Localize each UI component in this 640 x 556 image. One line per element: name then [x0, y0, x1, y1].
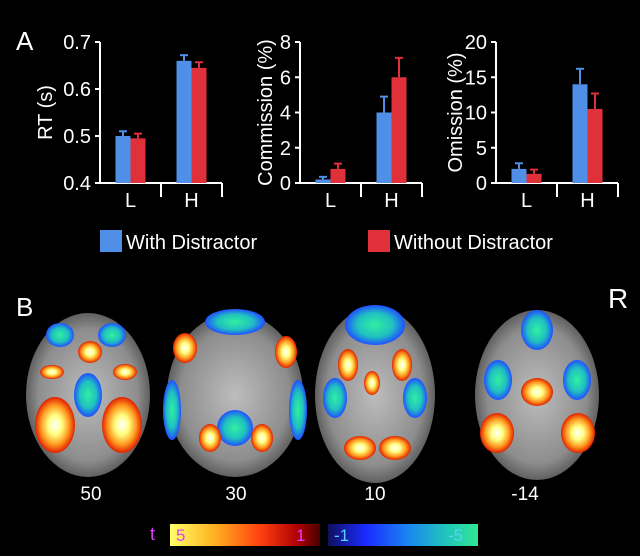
y-tick-label: 10 [465, 103, 487, 125]
slice-label-2: 30 [225, 484, 246, 505]
bar [572, 84, 588, 183]
orientation-label: R [608, 283, 628, 314]
colorbar-positive-min: 5 [176, 526, 185, 545]
bar [130, 138, 146, 183]
legend-swatch-with [100, 230, 122, 252]
slice-label-4: -14 [511, 484, 539, 505]
x-tick-label: L [325, 190, 336, 212]
y-tick-label: 0 [476, 173, 487, 195]
y-tick-label: 8 [280, 32, 291, 54]
y-tick-label: 20 [465, 32, 487, 54]
colorbar-t-label: t [150, 524, 155, 544]
bar [376, 112, 392, 183]
bar [587, 108, 603, 183]
colorbar-negative-max: -5 [448, 526, 463, 545]
bar [526, 173, 542, 183]
bar [115, 136, 131, 183]
y-tick-label: 2 [280, 138, 291, 160]
slice-label-1: 50 [80, 484, 101, 505]
y-tick-label: 0.5 [63, 126, 91, 148]
x-tick-label: H [580, 190, 594, 212]
bar [330, 168, 346, 183]
x-tick-label: L [125, 190, 136, 212]
y-tick-label: 5 [476, 138, 487, 160]
colorbar: t 5 1 -1 -5 [150, 524, 478, 546]
y-axis-label: Commission (%) [255, 39, 277, 186]
brain-slice-3 [315, 305, 435, 483]
brain-slice-1 [26, 313, 150, 477]
panel-label-b: B [16, 292, 33, 322]
y-tick-label: 0.7 [63, 32, 91, 54]
y-tick-label: 0 [280, 173, 291, 195]
y-axis-label: RT (s) [35, 85, 57, 140]
y-tick-label: 0.6 [63, 79, 91, 101]
bar [315, 179, 331, 183]
y-tick-label: 0.4 [63, 173, 91, 195]
legend-label-without: Without Distractor [394, 232, 553, 254]
bar [176, 60, 192, 183]
bar [511, 168, 527, 183]
x-tick-label: L [521, 190, 532, 212]
y-axis-label: Omission (%) [445, 52, 467, 172]
x-tick-label: H [384, 190, 398, 212]
x-tick-label: H [184, 190, 198, 212]
colorbar-positive [170, 524, 320, 546]
colorbar-positive-max: 1 [296, 526, 305, 545]
bar [391, 77, 407, 183]
slice-label-3: 10 [364, 484, 385, 505]
bar [191, 67, 207, 183]
colorbar-negative [328, 524, 478, 546]
y-tick-label: 6 [280, 67, 291, 89]
legend-swatch-without [368, 230, 390, 252]
brain-slice-2 [163, 309, 307, 477]
legend-label-with: With Distractor [126, 232, 257, 254]
legend: With Distractor Without Distractor [100, 230, 553, 254]
y-tick-label: 15 [465, 67, 487, 89]
colorbar-negative-min: -1 [334, 526, 349, 545]
brain-slice-4 [475, 310, 599, 480]
panel-label-a: A [16, 26, 34, 56]
y-tick-label: 4 [280, 103, 291, 125]
